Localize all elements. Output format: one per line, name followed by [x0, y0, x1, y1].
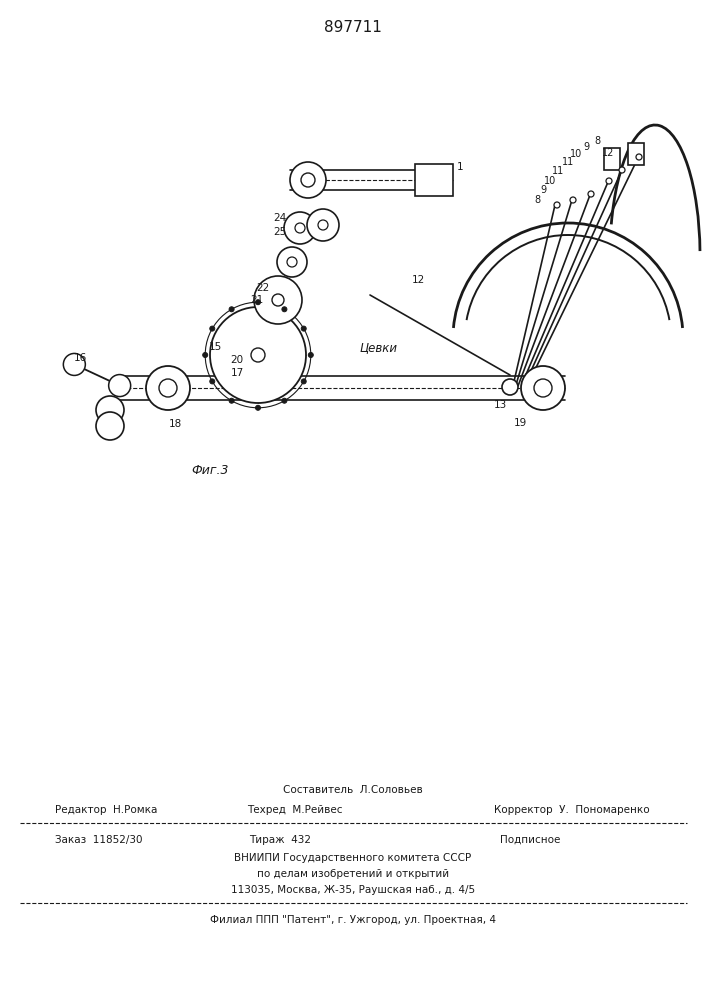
Circle shape: [290, 162, 326, 198]
Circle shape: [284, 212, 316, 244]
Circle shape: [301, 379, 306, 384]
Text: по делам изобретений и открытий: по делам изобретений и открытий: [257, 869, 449, 879]
Circle shape: [159, 379, 177, 397]
Text: Составитель  Л.Соловьев: Составитель Л.Соловьев: [283, 785, 423, 795]
Bar: [415, 164, 453, 196]
Text: Фиг.3: Фиг.3: [192, 464, 229, 477]
Circle shape: [534, 379, 552, 397]
Text: Заказ  11852/30: Заказ 11852/30: [55, 835, 143, 845]
Text: 12: 12: [411, 275, 425, 285]
Text: 20: 20: [230, 355, 244, 365]
Text: 21: 21: [250, 295, 264, 305]
Circle shape: [203, 353, 208, 358]
Circle shape: [554, 202, 560, 208]
Circle shape: [502, 379, 518, 395]
Text: 10: 10: [570, 149, 582, 159]
Text: 19: 19: [513, 418, 527, 428]
Text: 11: 11: [552, 166, 564, 176]
Circle shape: [606, 178, 612, 184]
Text: 897711: 897711: [324, 20, 382, 35]
Text: Подписное: Подписное: [500, 835, 560, 845]
Circle shape: [229, 307, 234, 312]
Circle shape: [301, 326, 306, 331]
Circle shape: [619, 167, 625, 173]
Text: Филиал ППП "Патент", г. Ужгород, ул. Проектная, 4: Филиал ППП "Патент", г. Ужгород, ул. Про…: [210, 915, 496, 925]
Text: 15: 15: [209, 342, 221, 352]
Circle shape: [570, 197, 576, 203]
Text: 16: 16: [74, 353, 87, 363]
Circle shape: [308, 353, 313, 358]
Circle shape: [254, 276, 302, 324]
Circle shape: [96, 396, 124, 424]
Text: Тираж  432: Тираж 432: [249, 835, 311, 845]
Circle shape: [96, 412, 124, 440]
Circle shape: [255, 405, 260, 410]
Circle shape: [210, 326, 215, 331]
Text: 113035, Москва, Ж-35, Раушская наб., д. 4/5: 113035, Москва, Ж-35, Раушская наб., д. …: [231, 885, 475, 895]
Text: Редактор  Н.Ромка: Редактор Н.Ромка: [55, 805, 158, 815]
Circle shape: [521, 366, 565, 410]
Circle shape: [272, 294, 284, 306]
Text: 1: 1: [457, 162, 463, 172]
Text: 24: 24: [274, 213, 286, 223]
Text: 10: 10: [544, 176, 556, 186]
Text: Цевки: Цевки: [360, 342, 398, 355]
Text: 18: 18: [168, 419, 182, 429]
Text: 25: 25: [274, 227, 286, 237]
Circle shape: [64, 353, 86, 375]
Circle shape: [255, 300, 260, 305]
Text: 9: 9: [540, 185, 546, 195]
Circle shape: [210, 379, 215, 384]
Circle shape: [277, 247, 307, 277]
Text: 12: 12: [602, 148, 614, 158]
Text: ВНИИПИ Государственного комитета СССР: ВНИИПИ Государственного комитета СССР: [235, 853, 472, 863]
Bar: [604, 148, 620, 170]
Circle shape: [251, 348, 265, 362]
Circle shape: [287, 257, 297, 267]
Text: Техред  М.Рейвес: Техред М.Рейвес: [247, 805, 343, 815]
Text: 9: 9: [583, 142, 589, 152]
Text: 11: 11: [562, 157, 574, 167]
Circle shape: [229, 398, 234, 403]
Circle shape: [109, 375, 131, 397]
Circle shape: [588, 191, 594, 197]
Text: 8: 8: [594, 136, 600, 146]
Text: 8: 8: [534, 195, 540, 205]
Text: Корректор  У.  Пономаренко: Корректор У. Пономаренко: [494, 805, 650, 815]
Circle shape: [307, 209, 339, 241]
Circle shape: [210, 307, 306, 403]
Circle shape: [636, 154, 642, 160]
Circle shape: [282, 398, 287, 403]
Text: 13: 13: [493, 400, 507, 410]
Bar: [628, 143, 644, 165]
Circle shape: [282, 307, 287, 312]
Text: 22: 22: [257, 283, 269, 293]
Text: 17: 17: [230, 368, 244, 378]
Circle shape: [146, 366, 190, 410]
